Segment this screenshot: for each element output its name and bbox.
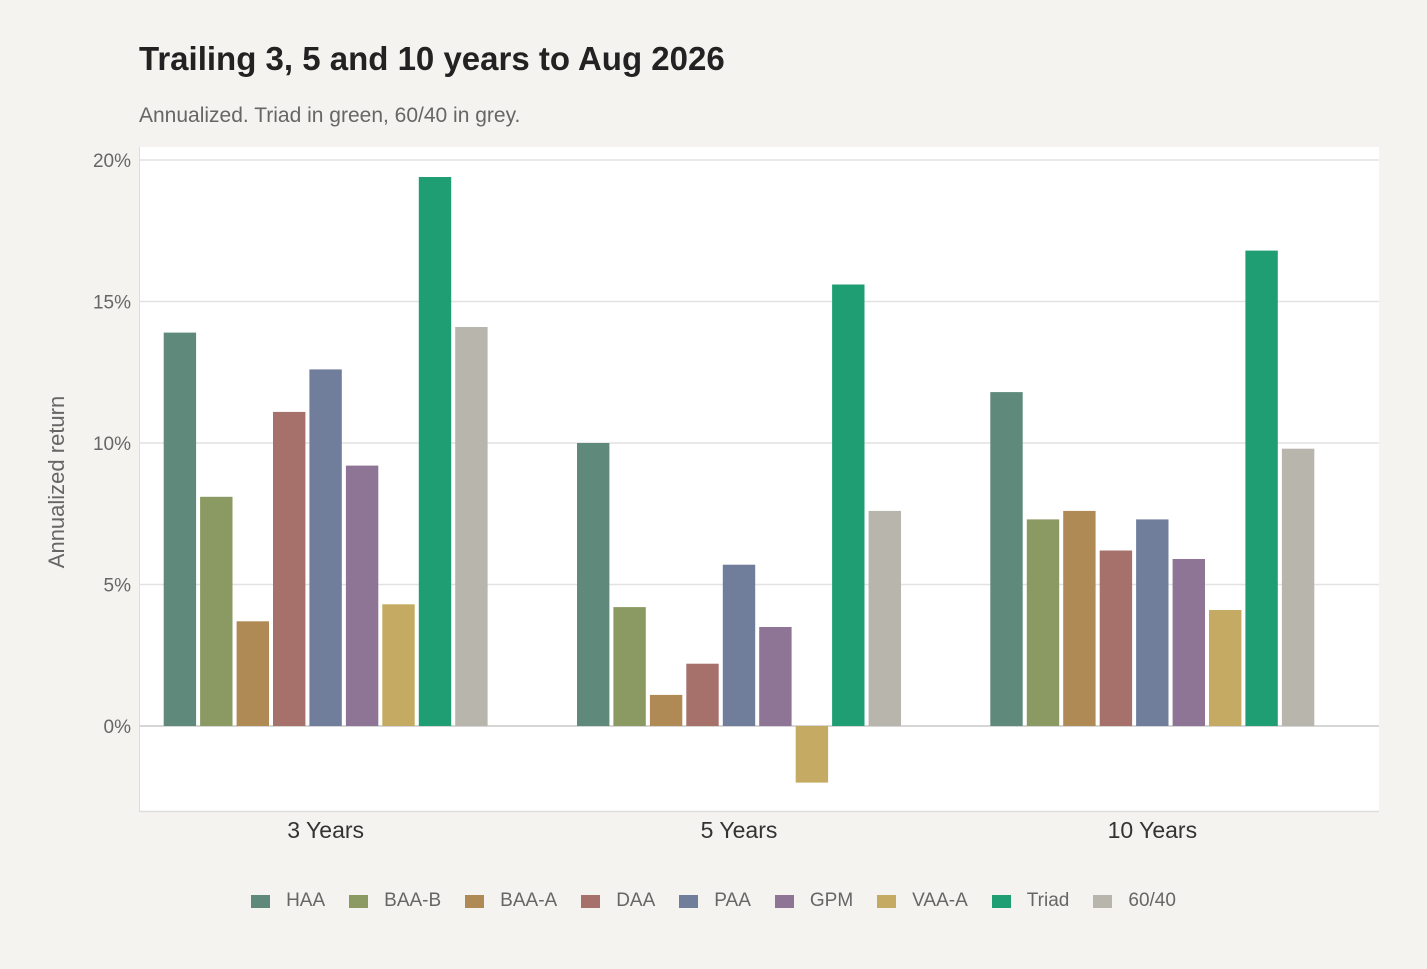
bar-baa-b-3-years: [200, 496, 233, 726]
bar-vaa-a-5-years: [795, 726, 829, 783]
legend-label: VAA-A: [912, 890, 968, 911]
x-tick-label: 5 Years: [701, 817, 778, 843]
bars: [163, 177, 1315, 783]
legend-swatch: [774, 894, 794, 908]
bar-daa-10-years: [1099, 550, 1133, 726]
legend-label: 60/40: [1128, 890, 1176, 911]
legend-label: GPM: [809, 890, 854, 911]
legend-label: PAA: [714, 890, 751, 911]
bar-paa-10-years: [1136, 519, 1169, 726]
legend-label: BAA-A: [500, 890, 558, 911]
legend-swatch: [465, 894, 485, 908]
bar-60-40-3-years: [455, 327, 488, 726]
legend-swatch: [679, 894, 699, 908]
legend-item: DAA: [581, 890, 655, 912]
bar-haa-3-years: [163, 332, 197, 726]
bar-triad-10-years: [1245, 250, 1278, 726]
x-tick-label: 10 Years: [1108, 817, 1198, 843]
bar-60-40-5-years: [868, 510, 901, 726]
y-tick-labels: 0% 5% 10% 15% 20%: [93, 151, 131, 738]
legend-swatch: [349, 894, 369, 908]
bar-gpm-10-years: [1172, 559, 1205, 726]
grid-lines: [139, 159, 1379, 727]
legend-label: BAA-B: [384, 890, 442, 911]
bar-baa-b-5-years: [613, 607, 646, 726]
bar-triad-5-years: [832, 284, 865, 726]
y-axis-label: Annualized return: [44, 396, 69, 568]
bar-baa-a-10-years: [1063, 510, 1096, 726]
bar-60-40-10-years: [1281, 448, 1315, 726]
legend-swatch: [991, 894, 1011, 908]
legend-swatch: [877, 894, 897, 908]
x-tick-label: 3 Years: [287, 817, 364, 843]
legend-label: Triad: [1026, 890, 1070, 911]
legend-item: HAA: [251, 890, 325, 912]
y-tick-label: 15%: [93, 293, 131, 314]
bar-gpm-5-years: [759, 627, 792, 726]
legend-label: HAA: [286, 890, 326, 911]
legend-swatch: [251, 894, 271, 908]
bar-haa-10-years: [990, 392, 1023, 726]
x-tick-labels: 3 Years 5 Years 10 Years: [287, 817, 1197, 843]
chart-subtitle: Annualized. Triad in green, 60/40 in gre…: [139, 104, 521, 127]
legend-item: 60/40: [1093, 890, 1176, 912]
chart-title: Trailing 3, 5 and 10 years to Aug 2026: [139, 40, 725, 77]
legend-item: BAA-B: [349, 890, 441, 912]
bar-baa-b-10-years: [1026, 519, 1060, 726]
bar-triad-3-years: [418, 177, 452, 726]
y-tick-label: 0%: [104, 717, 132, 738]
bar-baa-a-3-years: [236, 621, 269, 726]
bar-daa-3-years: [273, 411, 306, 726]
bar-haa-5-years: [577, 443, 610, 726]
legend-item: BAA-A: [465, 890, 557, 912]
bar-vaa-a-3-years: [382, 604, 415, 726]
legend-item: Triad: [991, 890, 1070, 912]
bar-baa-a-5-years: [649, 694, 683, 726]
legend-item: GPM: [774, 890, 854, 912]
legend-item: VAA-A: [877, 890, 968, 912]
plot-area: [139, 147, 1379, 812]
legend-item: PAA: [679, 890, 751, 912]
y-tick-label: 10%: [93, 434, 131, 455]
legend: HAA BAA-B BAA-A DAA PAA GPM VAA-A Triad 60/40: [0, 890, 1427, 912]
bar-daa-5-years: [686, 663, 719, 726]
y-tick-label: 5%: [104, 576, 132, 597]
bar-paa-5-years: [722, 564, 756, 726]
bar-gpm-3-years: [345, 465, 379, 726]
bar-vaa-a-10-years: [1209, 610, 1242, 726]
legend-swatch: [1093, 894, 1113, 908]
legend-swatch: [581, 894, 601, 908]
bar-paa-3-years: [309, 369, 342, 726]
legend-label: DAA: [616, 890, 656, 911]
y-tick-label: 20%: [93, 151, 131, 172]
